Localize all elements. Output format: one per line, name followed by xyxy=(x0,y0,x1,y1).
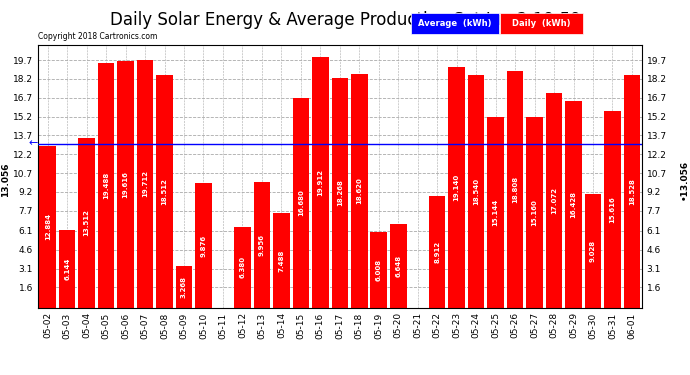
Text: 6.144: 6.144 xyxy=(64,258,70,280)
Text: 6.380: 6.380 xyxy=(239,256,246,279)
Bar xyxy=(195,183,212,308)
Text: 18.512: 18.512 xyxy=(161,178,168,205)
Bar xyxy=(371,232,387,308)
Text: 13.056: 13.056 xyxy=(1,163,10,197)
Text: 16.680: 16.680 xyxy=(298,189,304,216)
Text: 16.428: 16.428 xyxy=(571,191,577,218)
Text: ←: ← xyxy=(28,138,38,148)
Bar xyxy=(79,138,95,308)
Text: 8.912: 8.912 xyxy=(434,240,440,262)
Bar xyxy=(312,57,328,308)
Text: 19.616: 19.616 xyxy=(123,171,128,198)
Bar xyxy=(429,196,446,308)
Bar xyxy=(526,117,543,308)
Text: 15.144: 15.144 xyxy=(493,199,499,226)
Bar xyxy=(137,60,153,308)
Bar xyxy=(98,63,115,308)
Text: 17.072: 17.072 xyxy=(551,187,557,214)
Text: 19.488: 19.488 xyxy=(103,171,109,199)
Text: Average  (kWh): Average (kWh) xyxy=(418,19,491,28)
Text: 9.028: 9.028 xyxy=(590,240,596,262)
Text: 3.268: 3.268 xyxy=(181,276,187,298)
Text: 9.956: 9.956 xyxy=(259,234,265,256)
Bar xyxy=(254,183,270,308)
Text: 19.712: 19.712 xyxy=(142,170,148,197)
Text: Copyright 2018 Cartronics.com: Copyright 2018 Cartronics.com xyxy=(38,32,157,41)
Text: 18.808: 18.808 xyxy=(512,176,518,203)
Bar xyxy=(234,227,250,308)
Text: 18.528: 18.528 xyxy=(629,178,635,205)
Text: 15.160: 15.160 xyxy=(531,199,538,226)
Bar xyxy=(507,71,524,308)
Text: 18.540: 18.540 xyxy=(473,177,479,205)
Text: 18.620: 18.620 xyxy=(356,177,362,204)
Bar xyxy=(604,111,621,308)
Text: Daily Solar Energy & Average Production Sat Jun 2 19:59: Daily Solar Energy & Average Production … xyxy=(110,11,580,29)
Bar xyxy=(59,230,75,308)
Text: Daily  (kWh): Daily (kWh) xyxy=(513,19,571,28)
Bar xyxy=(487,117,504,308)
Text: 6.008: 6.008 xyxy=(376,259,382,281)
Bar xyxy=(176,267,193,308)
Bar xyxy=(351,74,368,308)
Text: 9.876: 9.876 xyxy=(201,234,206,256)
Bar xyxy=(546,93,562,308)
Bar xyxy=(117,61,134,308)
Text: 7.488: 7.488 xyxy=(278,249,284,272)
Bar xyxy=(332,78,348,308)
Text: 18.268: 18.268 xyxy=(337,179,343,206)
Text: 12.884: 12.884 xyxy=(45,213,50,240)
Bar xyxy=(584,194,601,308)
Bar xyxy=(293,98,309,308)
Text: 13.512: 13.512 xyxy=(83,209,90,236)
Bar xyxy=(390,224,406,308)
Text: 15.616: 15.616 xyxy=(609,196,615,223)
Bar xyxy=(39,146,56,308)
Bar xyxy=(624,75,640,308)
Text: •13.056: •13.056 xyxy=(680,160,689,200)
Text: 6.648: 6.648 xyxy=(395,255,402,277)
Bar xyxy=(448,67,465,308)
Bar xyxy=(156,75,172,307)
Text: 19.912: 19.912 xyxy=(317,169,324,196)
Text: 19.140: 19.140 xyxy=(454,174,460,201)
Bar xyxy=(273,213,290,308)
Bar xyxy=(565,101,582,308)
Bar xyxy=(468,75,484,308)
